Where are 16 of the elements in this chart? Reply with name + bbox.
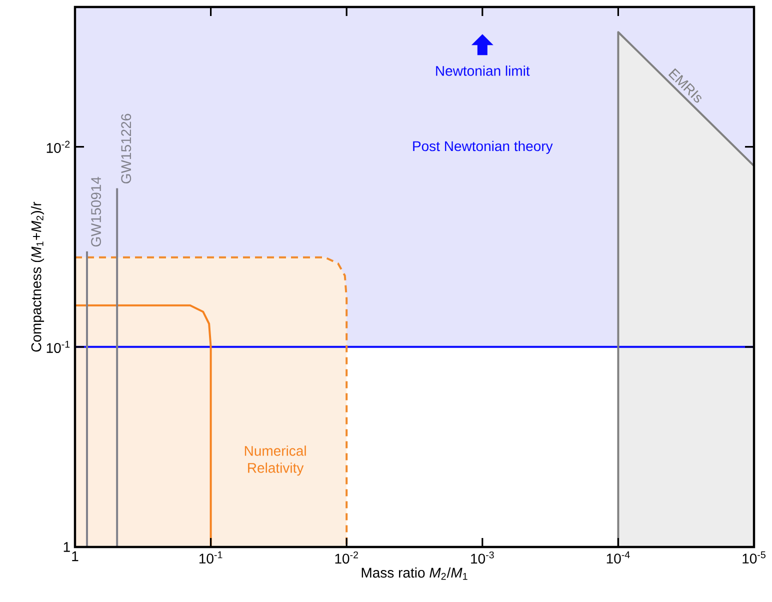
y-tick-label: 1 bbox=[64, 542, 70, 552]
x-tick-label: 10$^{-4}$ bbox=[606, 551, 630, 564]
x-tick-label: 10$^{-1}$ bbox=[199, 551, 222, 564]
x-tick-label: 1 bbox=[72, 551, 78, 562]
annotation: Newtonian limit bbox=[436, 66, 530, 76]
x-tick-label: 10$^{-5}$ bbox=[742, 551, 766, 564]
text: GW150914 bbox=[91, 176, 102, 247]
text: GW151226 bbox=[121, 114, 132, 184]
band-label: Post Newtonian theory bbox=[413, 140, 553, 154]
x-tick-label: 10$^{-3}$ bbox=[471, 551, 494, 564]
x-tick-label: 10$^{-2}$ bbox=[335, 551, 358, 564]
text: Numerical Relativity bbox=[244, 446, 306, 476]
x-axis-title: Mass ratio M$_{2}$/M$_{1}$ bbox=[362, 567, 468, 580]
y-tick-label: 10$^{-1}$ bbox=[46, 340, 70, 353]
y-tick-label: 10$^{-2}$ bbox=[46, 140, 70, 153]
y-axis-title: Compactness (M$_{1}$+M$_{2}$)/r bbox=[30, 202, 44, 352]
